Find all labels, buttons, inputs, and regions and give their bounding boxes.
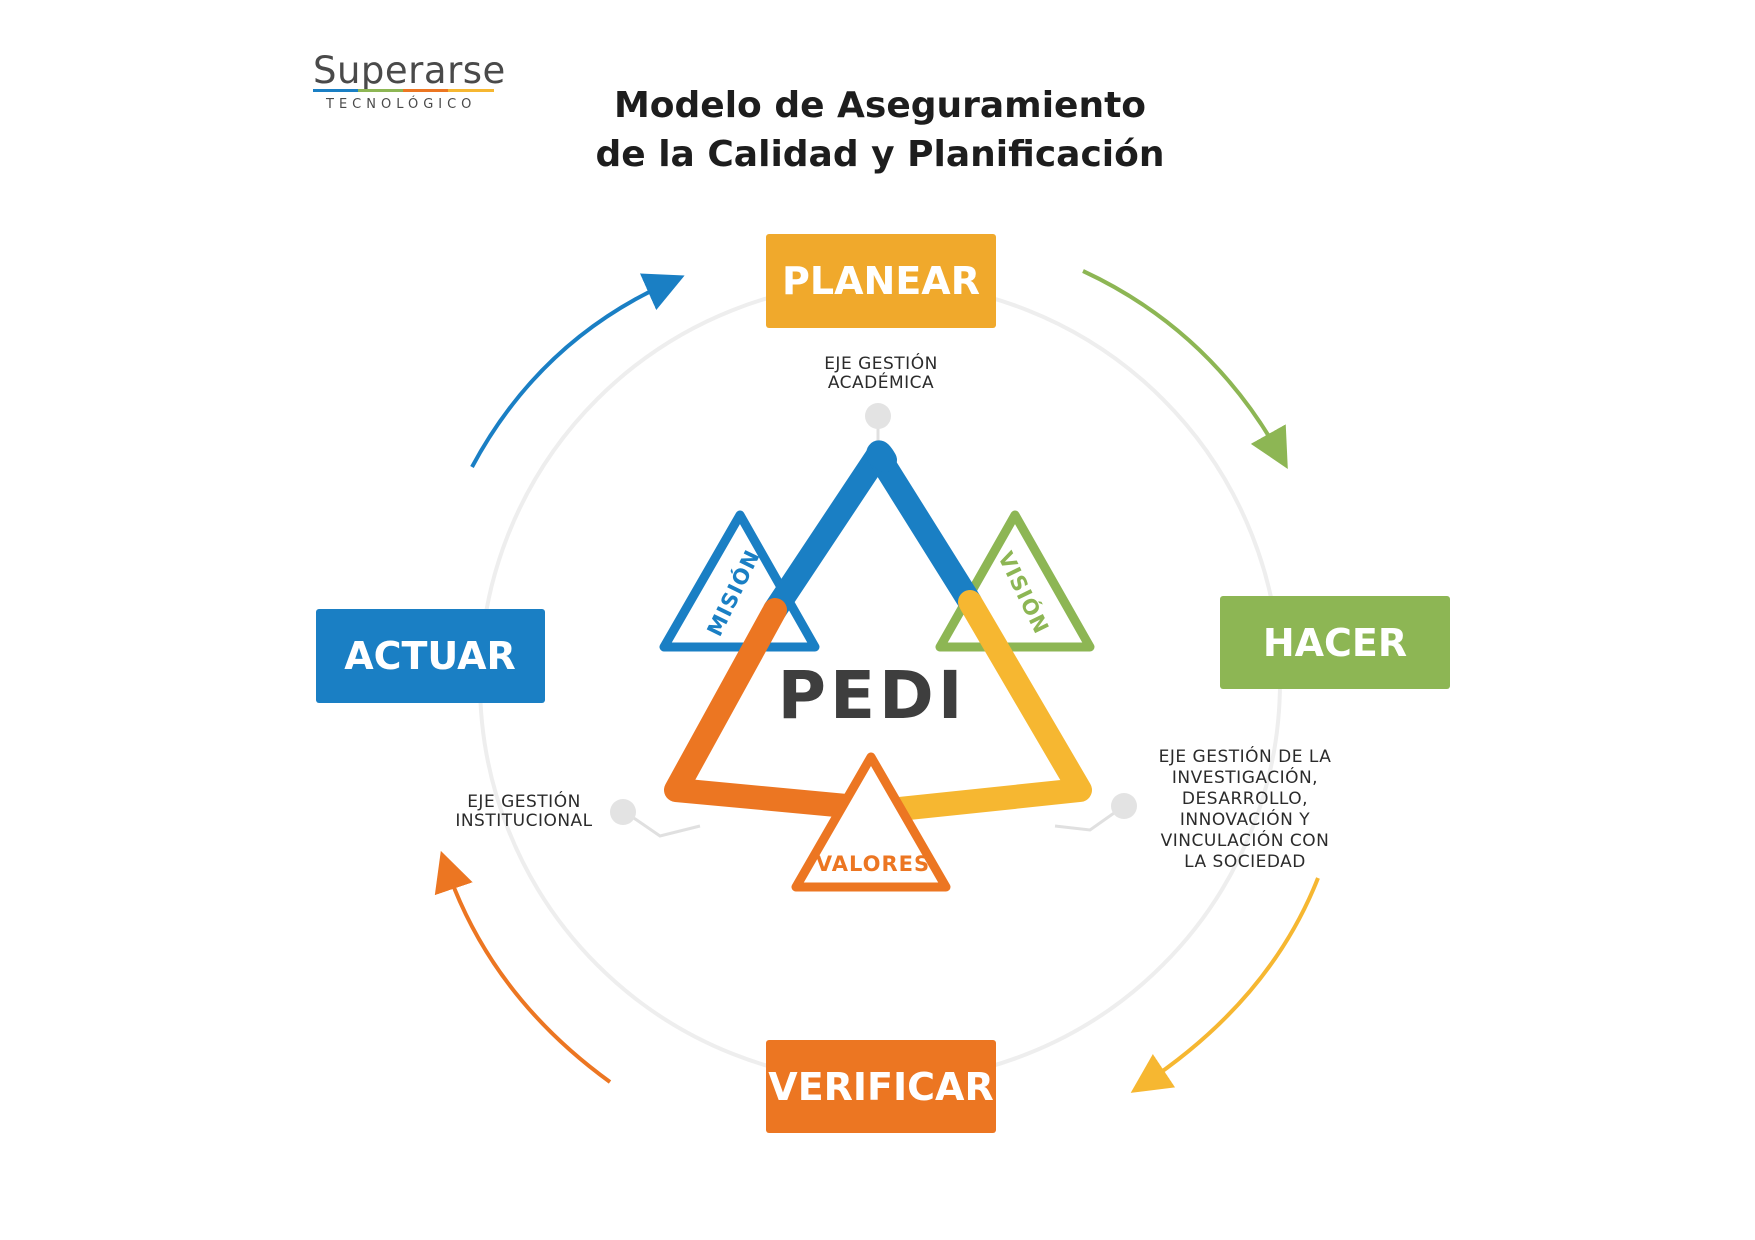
axis-academica-line-1: EJE GESTIÓN	[824, 352, 938, 374]
logo-sub-text: TECNOLÓGICO	[325, 96, 476, 112]
logo-bar-yellow	[448, 89, 494, 92]
axis-investigacion-line-2: INVESTIGACIÓN,	[1172, 766, 1318, 788]
edge-yellow	[878, 590, 1092, 822]
axis-investigacion: EJE GESTIÓN DE LA INVESTIGACIÓN, DESARRO…	[1159, 745, 1332, 872]
phase-hacer: HACER	[1220, 596, 1450, 689]
edge-blue	[763, 443, 890, 622]
arrow-verificar-to-actuar	[434, 850, 612, 1084]
axis-institucional-line-1: EJE GESTIÓN	[467, 790, 581, 812]
superarse-logo: Superarse TECNOLÓGICO	[313, 49, 506, 112]
logo-bar-orange	[403, 89, 448, 92]
phase-verificar: VERIFICAR	[766, 1040, 996, 1133]
triangle-valores-label: VALORES	[816, 852, 930, 876]
axis-connectors	[610, 403, 1137, 838]
arrow-planear-to-hacer	[1082, 269, 1288, 469]
title-line-2: de la Calidad y Planificación	[596, 134, 1165, 175]
arrow-hacer-to-verificar	[1130, 877, 1320, 1093]
axis-investigacion-line-6: LA SOCIEDAD	[1184, 852, 1306, 872]
connector-investigacion	[1054, 804, 1125, 832]
phase-actuar-label: ACTUAR	[344, 634, 516, 678]
edge-blue-right	[866, 443, 982, 614]
connector-institucional	[624, 810, 701, 838]
phase-planear-label: PLANEAR	[782, 259, 980, 303]
axis-academica-line-2: ACADÉMICA	[828, 371, 934, 393]
phase-hacer-label: HACER	[1263, 621, 1407, 665]
axis-investigacion-line-5: VINCULACIÓN CON	[1161, 829, 1330, 851]
phase-verificar-label: VERIFICAR	[768, 1065, 993, 1109]
dot-investigacion	[1111, 793, 1137, 819]
logo-bar-green	[358, 89, 403, 92]
axis-institucional: EJE GESTIÓN INSTITUCIONAL	[455, 790, 592, 831]
pedi-triangle	[664, 440, 1092, 822]
dot-academica	[865, 403, 891, 429]
arrow-actuar-to-planear	[470, 273, 685, 468]
triangle-valores: VALORES	[791, 752, 951, 892]
phase-planear: PLANEAR	[766, 234, 996, 328]
axis-investigacion-line-3: DESARROLLO,	[1182, 789, 1308, 809]
phase-actuar: ACTUAR	[316, 609, 545, 703]
axis-institucional-line-2: INSTITUCIONAL	[455, 811, 592, 831]
edge-orange	[664, 598, 902, 822]
title-line-1: Modelo de Aseguramiento	[614, 85, 1146, 126]
logo-bar-blue	[313, 89, 358, 92]
logo-main-text: Superarse	[313, 49, 506, 92]
dot-institucional	[610, 799, 636, 825]
pedi-label: PEDI	[778, 657, 967, 734]
axis-academica: EJE GESTIÓN ACADÉMICA	[824, 352, 938, 393]
axis-investigacion-line-1: EJE GESTIÓN DE LA	[1159, 745, 1332, 767]
page-title: Modelo de Aseguramiento de la Calidad y …	[596, 85, 1165, 175]
axis-investigacion-line-4: INNOVACIÓN Y	[1180, 808, 1310, 830]
